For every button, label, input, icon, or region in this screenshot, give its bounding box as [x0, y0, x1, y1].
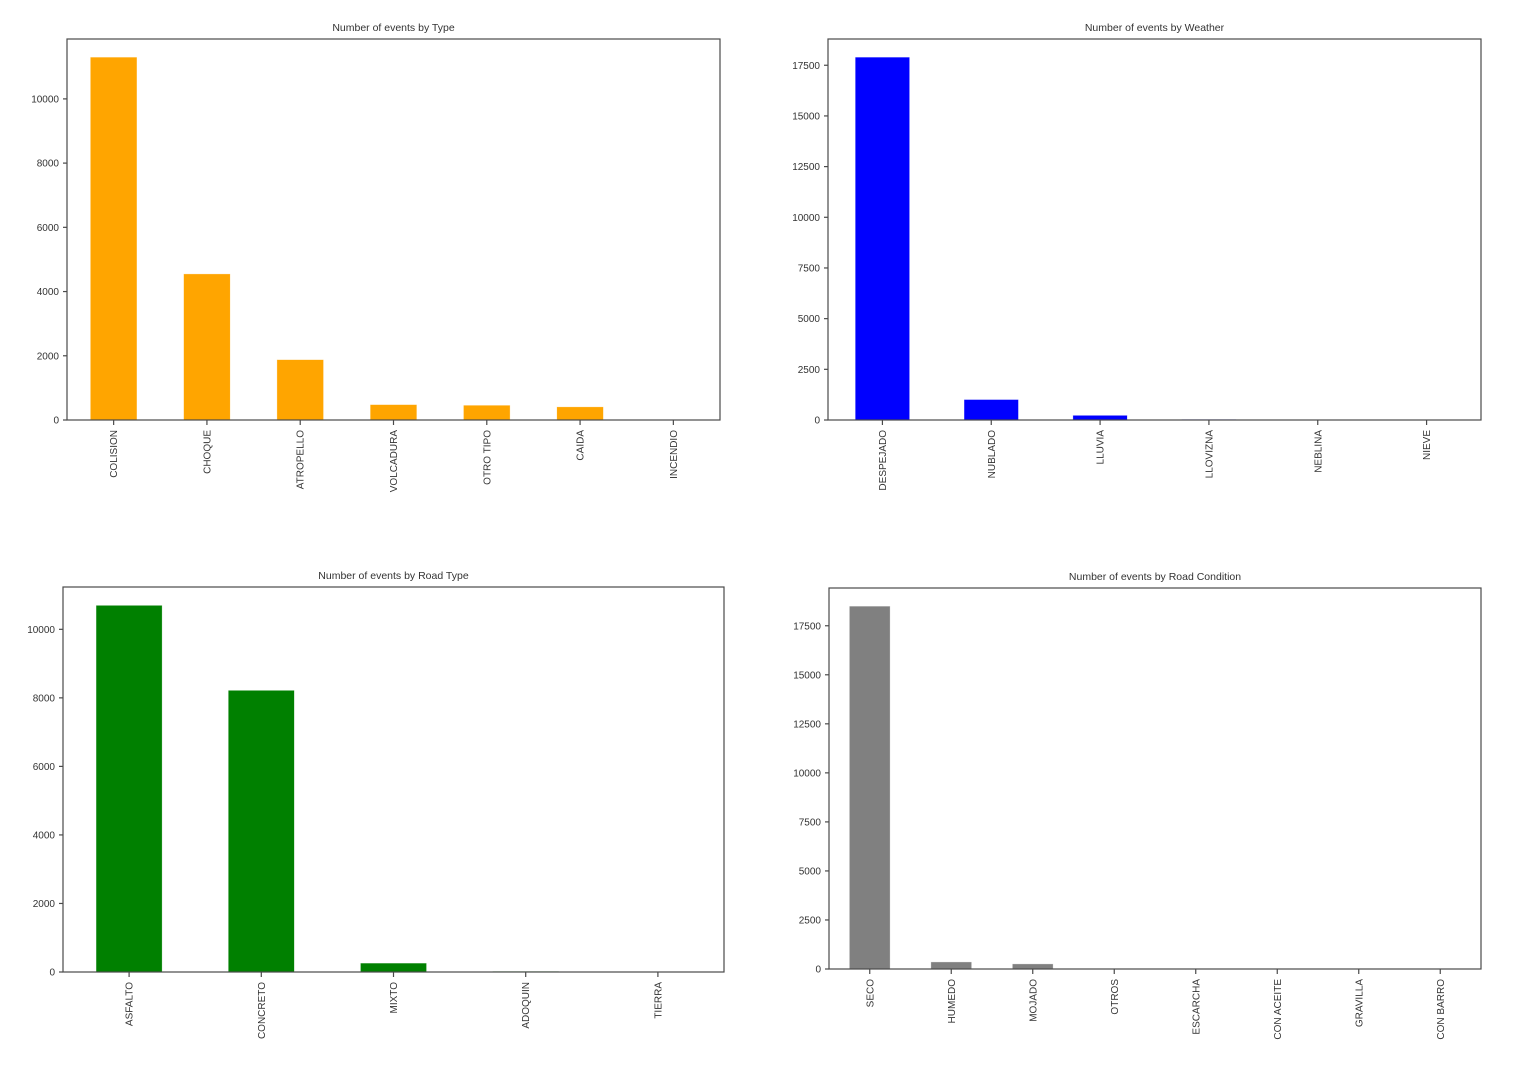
x-tick-label: CON ACEITE [1273, 979, 1284, 1040]
axes-frame [66, 38, 721, 421]
y-tick-label: 2000 [33, 899, 56, 910]
y-tick-label: 0 [815, 965, 821, 976]
y-tick-label: 15000 [793, 670, 821, 681]
y-tick-label: 0 [49, 968, 55, 979]
chart-svg: 0 2500 5000 7500 10000 12500 15000 17500 DESPEJA… [792, 22, 1482, 491]
chart-title-text: Number of events by Road Type [318, 570, 469, 582]
x-tick-label: GRAVILLA [1354, 979, 1365, 1027]
bar-colision [90, 56, 138, 421]
bar-volcadura [369, 404, 418, 421]
bar-lluvia [1072, 415, 1128, 421]
x-tick-label: MIXTO [389, 982, 400, 1014]
y-tick-label: 15000 [792, 111, 820, 122]
chart-events-by-road-condition: Number of events by Road Condition 0 2500… [769, 558, 1491, 1059]
y-tick-label: 5000 [798, 314, 821, 325]
bar-seco [849, 605, 891, 970]
x-tick-label: LLUVIA [1096, 430, 1107, 465]
x-tick-label: CON BARRO [1436, 979, 1447, 1040]
x-tick-label: TIERRA [653, 982, 664, 1019]
chart-svg: 0 2500 5000 7500 10000 12500 15000 17500 SECO HUM… [793, 571, 1482, 1040]
y-tick-label: 4000 [33, 830, 56, 841]
y-tick-label: 2500 [798, 365, 821, 376]
y-tick-label: 8000 [33, 693, 56, 704]
axes-frame [827, 38, 1482, 421]
bar-otro-tipo [463, 404, 511, 421]
bar-humedo [930, 961, 972, 970]
bar-asfalto [95, 605, 163, 973]
x-tick-label: LLOVIZNA [1204, 430, 1215, 479]
x-tick-label: VOLCADURA [389, 430, 400, 493]
x-tick-label: NEBLINA [1313, 430, 1324, 473]
y-tick-label: 0 [53, 416, 59, 427]
chart-events-by-type: Number of events by Type 0 2000 4000 6000 80… [7, 9, 730, 510]
y-tick-label: 17500 [792, 61, 820, 72]
x-tick-label: INCENDIO [669, 430, 680, 479]
x-tick-label: HUMEDO [947, 979, 958, 1024]
bar-choque [183, 273, 231, 421]
x-tick-label: CHOQUE [202, 430, 213, 474]
x-tick-label: ASFALTO [125, 982, 136, 1026]
axes-frame [828, 587, 1482, 970]
x-tick-label: ATROPELLO [296, 430, 307, 489]
chart-svg: 0 2000 4000 6000 8000 10000 COLISION CHOQUE ATRO… [31, 22, 721, 493]
y-tick-label: 7500 [799, 817, 822, 828]
x-tick-label: NUBLADO [987, 430, 998, 479]
y-tick-label: 2500 [799, 915, 822, 926]
chart-title-text: Number of events by Type [332, 22, 455, 34]
chart-svg: 0 2000 4000 6000 8000 10000 ASFALTO CONCRETO MIX… [27, 570, 725, 1039]
bar-mixto [360, 962, 427, 973]
y-tick-label: 6000 [37, 223, 60, 234]
x-tick-label: CAIDA [576, 430, 587, 461]
x-tick-label: ADOQUIN [521, 982, 532, 1029]
bar-concreto [227, 690, 295, 973]
y-tick-label: 17500 [793, 621, 821, 632]
chart-events-by-road-type: Number of events by Road Type 0 2000 4000 6… [3, 557, 734, 1062]
x-tick-label: DESPEJADO [878, 430, 889, 491]
y-tick-label: 10000 [31, 94, 59, 105]
bar-despejado [854, 56, 910, 421]
y-tick-label: 4000 [37, 287, 60, 298]
bar-nublado [963, 399, 1019, 421]
y-tick-label: 7500 [798, 263, 821, 274]
y-tick-label: 6000 [33, 762, 56, 773]
y-tick-label: 10000 [792, 213, 820, 224]
y-tick-label: 0 [814, 416, 820, 427]
chart-title-text: Number of events by Weather [1085, 22, 1225, 34]
y-tick-label: 12500 [792, 162, 820, 173]
x-tick-label: COLISION [109, 430, 120, 478]
y-tick-label: 2000 [37, 351, 60, 362]
bar-mojado [1012, 963, 1054, 970]
y-tick-label: 12500 [793, 719, 821, 730]
x-tick-label: OTRO TIPO [482, 430, 493, 485]
y-tick-label: 8000 [37, 159, 60, 170]
bar-caida [556, 406, 604, 421]
x-tick-label: OTROS [1110, 979, 1121, 1015]
bar-atropello [276, 359, 324, 421]
y-tick-label: 5000 [799, 866, 822, 877]
x-tick-label: MOJADO [1028, 979, 1039, 1022]
x-tick-label: CONCRETO [257, 982, 268, 1039]
x-tick-label: ESCARCHA [1191, 979, 1202, 1035]
chart-events-by-weather: Number of events by Weather 0 2500 5000 750… [768, 9, 1491, 510]
chart-title-text: Number of events by Road Condition [1069, 571, 1241, 583]
x-tick-label: NIEVE [1422, 430, 1433, 460]
y-tick-label: 10000 [793, 768, 821, 779]
y-tick-label: 10000 [27, 625, 55, 636]
x-tick-label: SECO [865, 979, 876, 1008]
